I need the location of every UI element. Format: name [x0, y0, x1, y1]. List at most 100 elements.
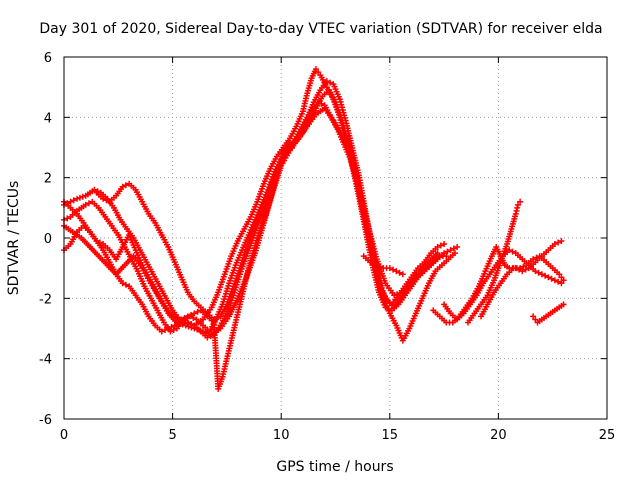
data-point — [185, 323, 192, 330]
data-point — [558, 280, 565, 287]
y-tick-label: -6 — [39, 413, 52, 428]
data-point — [538, 271, 545, 278]
data-point — [506, 247, 513, 254]
x-tick-label: 25 — [599, 428, 616, 443]
data-point — [327, 79, 334, 86]
data-point — [450, 245, 457, 252]
series-track-5 — [61, 105, 441, 338]
data-point — [188, 324, 195, 331]
data-point — [79, 193, 86, 200]
data-point — [370, 260, 377, 267]
data-point — [178, 316, 185, 323]
series-track-11 — [530, 301, 567, 326]
series-track-6 — [360, 253, 406, 278]
data-point — [560, 277, 567, 284]
data-point — [542, 272, 549, 279]
data-point — [191, 325, 198, 332]
data-point — [396, 269, 403, 276]
data-point — [165, 325, 172, 332]
data-point — [556, 271, 563, 278]
data-point — [514, 201, 521, 208]
data-point — [119, 280, 126, 287]
y-tick-label: -4 — [39, 353, 52, 368]
data-point — [441, 250, 448, 257]
data-point — [454, 244, 461, 251]
data-point — [210, 316, 217, 323]
data-point — [286, 141, 293, 148]
data-point — [517, 265, 524, 272]
data-point — [509, 248, 516, 255]
y-tick-label: -2 — [39, 292, 52, 307]
grid — [64, 57, 607, 419]
data-point — [444, 248, 451, 255]
data-point — [437, 242, 444, 249]
series-track-9 — [464, 198, 524, 326]
data-point — [122, 182, 129, 189]
data-point — [197, 327, 204, 334]
data-point — [532, 316, 539, 323]
data-point — [74, 195, 81, 202]
data-point — [122, 281, 129, 288]
axis-ticks: 0 5 10 15 20 25 -6 -4 -2 0 2 4 6 — [39, 51, 615, 443]
data-point — [100, 195, 107, 202]
x-tick-label: 10 — [273, 428, 290, 443]
data-point — [179, 321, 186, 328]
data-point — [76, 194, 83, 201]
y-tick-label: 2 — [44, 172, 52, 187]
data-point — [399, 271, 406, 278]
data-point — [520, 263, 527, 270]
data-point — [519, 268, 526, 275]
data-point — [188, 311, 195, 318]
data-point — [96, 239, 103, 246]
data-point — [394, 291, 401, 298]
data-point — [103, 197, 110, 204]
data-point — [517, 198, 524, 205]
data-point — [551, 241, 558, 248]
data-point — [386, 265, 393, 272]
data-point — [205, 330, 212, 337]
data-point — [167, 328, 174, 335]
data-point — [443, 253, 450, 260]
y-axis-label: SDTVAR / TECUs — [6, 181, 22, 296]
data-point — [451, 250, 458, 257]
data-point — [315, 69, 322, 76]
data-point — [390, 266, 397, 273]
data-point — [82, 201, 89, 208]
data-point — [555, 239, 562, 246]
data-point — [93, 238, 100, 245]
data-point — [161, 327, 168, 334]
data-point — [441, 241, 448, 248]
data-point — [434, 250, 441, 257]
data-point — [70, 197, 77, 204]
data-point — [67, 198, 74, 205]
data-point — [200, 328, 207, 335]
data-point — [447, 247, 454, 254]
data-point — [312, 66, 319, 73]
data-point — [367, 259, 374, 266]
data-point — [560, 301, 567, 308]
data-point — [119, 183, 126, 190]
data-point — [434, 244, 441, 251]
data-point — [190, 314, 197, 321]
data-point — [170, 327, 177, 334]
data-point — [85, 200, 92, 207]
data-point — [558, 274, 565, 281]
data-points — [61, 66, 567, 392]
x-tick-label: 15 — [382, 428, 399, 443]
data-point — [323, 78, 330, 85]
data-point — [530, 313, 537, 320]
x-tick-label: 0 — [60, 428, 68, 443]
plot-frame — [63, 56, 608, 420]
data-point — [377, 263, 384, 270]
data-point — [551, 277, 558, 284]
data-point — [535, 269, 542, 276]
data-point — [393, 268, 400, 275]
data-point — [191, 310, 198, 317]
data-point — [194, 326, 201, 333]
chart-title: Day 301 of 2020, Sidereal Day-to-day VTE… — [39, 21, 602, 37]
series-track-12 — [93, 144, 296, 323]
data-point — [558, 238, 565, 245]
data-point — [530, 256, 537, 263]
data-point — [214, 314, 221, 321]
